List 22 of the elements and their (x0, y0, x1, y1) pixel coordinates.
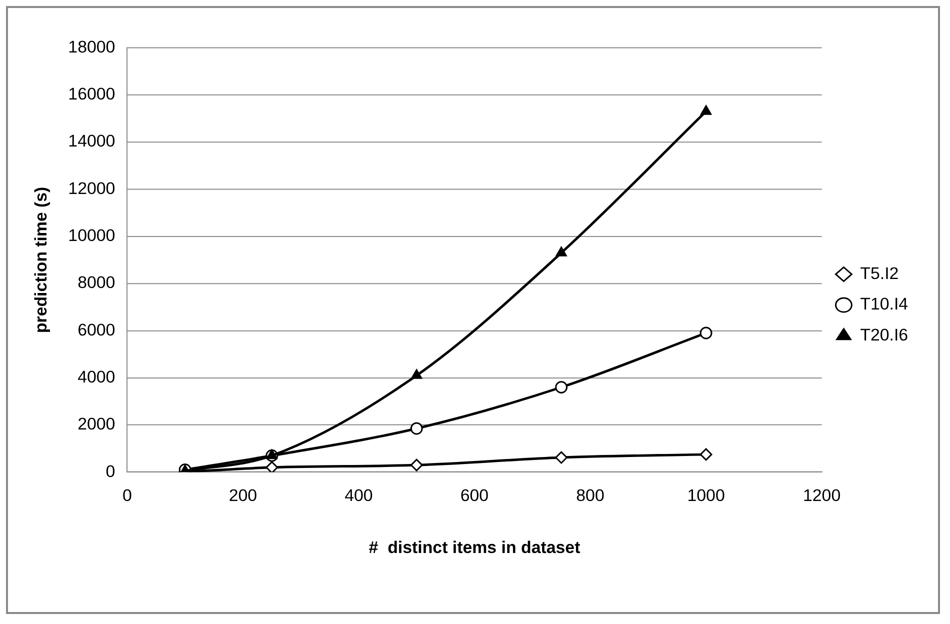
legend-label: T20.I6 (860, 326, 908, 344)
y-tick-label: 18000 (68, 37, 116, 56)
x-tick-label: 0 (122, 486, 132, 505)
x-axis-title: # distinct items in dataset (368, 538, 581, 557)
y-tick-label: 10000 (68, 226, 116, 246)
x-tick-label: 1000 (687, 486, 725, 505)
x-tick-label: 1200 (802, 486, 841, 505)
x-tick-label: 600 (460, 486, 489, 505)
y-tick-label: 6000 (78, 320, 116, 340)
x-tick-label: 800 (576, 486, 604, 505)
y-tick-label: 14000 (68, 132, 116, 151)
y-tick-label: 12000 (68, 178, 116, 198)
y-tick-label: 16000 (68, 84, 116, 104)
y-tick-label: 4000 (78, 367, 116, 386)
y-axis-title: prediction time (s) (32, 186, 51, 334)
x-tick-label: 200 (228, 486, 258, 505)
legend-label: T5.I2 (860, 264, 899, 283)
y-tick-label: 0 (106, 462, 116, 481)
y-tick-label: 8000 (78, 273, 116, 292)
legend-label: T10.I4 (860, 294, 908, 314)
x-tick-label: 400 (344, 486, 373, 505)
y-tick-label: 2000 (78, 414, 116, 434)
